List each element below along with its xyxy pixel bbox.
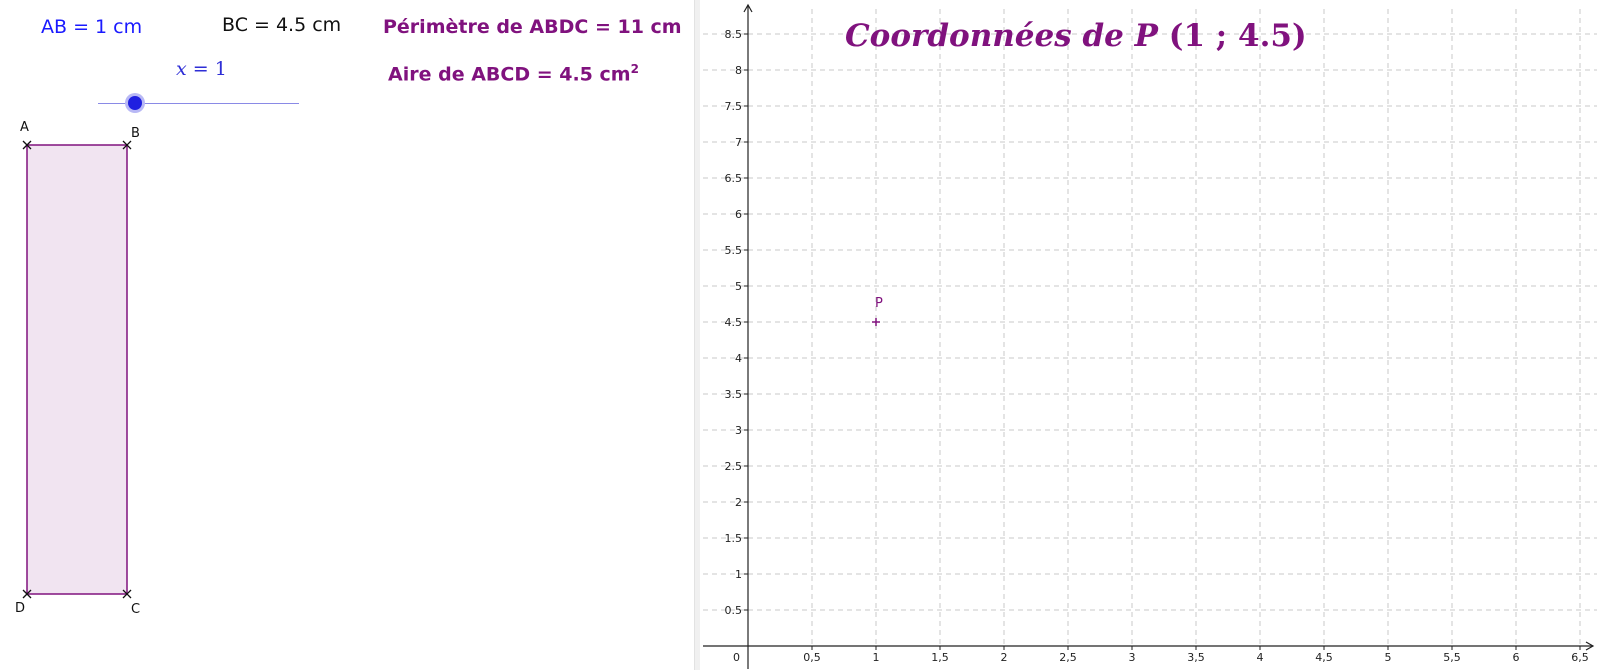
vertex-c-mark[interactable]: [122, 589, 132, 599]
vertex-d-mark[interactable]: [22, 589, 32, 599]
view-divider[interactable]: [694, 0, 701, 670]
vertex-d-label: D: [15, 601, 26, 616]
x-axis-tick-label: 4: [1257, 651, 1264, 664]
x-slider-track[interactable]: [98, 103, 299, 104]
coordinates-title-values: (1 ; 4.5): [1168, 18, 1307, 54]
coordinates-title-text: Coordonnées de P: [845, 18, 1169, 54]
algebra-graphics-view-left: AB = 1 cm BC = 4.5 cm x = 1 Périmètre de…: [0, 0, 694, 670]
x-axis-arrow-icon: [1585, 641, 1595, 651]
y-axis-tick-label: 8.5: [725, 28, 743, 41]
coordinates-title: Coordonnées de P (1 ; 4.5): [845, 18, 1307, 54]
perimeter-text: Périmètre de ABDC = 11 cm: [383, 16, 682, 38]
y-axis-tick-label: 8: [735, 64, 742, 77]
y-axis-tick-label: 2: [735, 496, 742, 509]
area-text: Aire de ABCD = 4.5 cm2: [388, 62, 639, 85]
x-axis-tick-label: 4,5: [1315, 651, 1333, 664]
x-axis-tick-label: 1: [873, 651, 880, 664]
x-axis-tick-label: 3,5: [1187, 651, 1205, 664]
vertex-a-label: A: [20, 120, 29, 135]
y-axis-tick-label: 5.5: [725, 244, 743, 257]
rectangle-drawing: [22, 140, 132, 599]
x-axis-tick-label: 6,5: [1571, 651, 1589, 664]
x-slider-handle[interactable]: [128, 96, 142, 110]
vertex-b-label: B: [131, 126, 140, 141]
x-axis-tick-label: 5: [1385, 651, 1392, 664]
area-exponent: 2: [630, 62, 639, 76]
y-axis-tick-label: 4: [735, 352, 742, 365]
rectangle-abcd[interactable]: [26, 144, 128, 595]
slider-var-label: x =: [176, 58, 215, 80]
bc-length-text: BC = 4.5 cm: [222, 14, 342, 36]
y-axis-tick-label: 1.5: [725, 532, 743, 545]
vertex-b-mark[interactable]: [122, 140, 132, 150]
y-axis-tick-label: 3: [735, 424, 742, 437]
origin-label: 0: [733, 651, 740, 664]
y-axis-tick-label: 5: [735, 280, 742, 293]
slider-value: 1: [214, 58, 227, 80]
x-axis-tick-label: 2: [1001, 651, 1008, 664]
x-axis-tick-label: 3: [1129, 651, 1136, 664]
x-axis-tick-label: 1,5: [931, 651, 949, 664]
y-axis-tick-label: 0.5: [725, 604, 743, 617]
point-p-label: P: [875, 296, 883, 311]
y-axis-tick-label: 7: [735, 136, 742, 149]
y-axis-tick-label: 1: [735, 568, 742, 581]
y-axis-tick-label: 4.5: [725, 316, 743, 329]
x-axis-tick-label: 0,5: [803, 651, 821, 664]
y-axis-tick-label: 3.5: [725, 388, 743, 401]
x-axis-tick-label: 6: [1513, 651, 1520, 664]
ab-length-text: AB = 1 cm: [41, 16, 143, 38]
y-axis-tick-label: 6.5: [725, 172, 743, 185]
vertex-marks: [22, 140, 132, 599]
y-axis-tick-label: 7.5: [725, 100, 743, 113]
x-axis-tick-label: 2,5: [1059, 651, 1077, 664]
x-axis-tick-label: 5,5: [1443, 651, 1461, 664]
y-axis-tick-label: 2.5: [725, 460, 743, 473]
y-axis-arrow-icon: [743, 3, 753, 13]
slider-value-label: x = 1: [176, 58, 227, 80]
vertex-c-label: C: [131, 602, 141, 617]
y-axis-tick-label: 6: [735, 208, 742, 221]
area-text-main: Aire de ABCD = 4.5 cm: [388, 63, 631, 86]
graphics-view-right: [700, 0, 1600, 670]
vertex-a-mark[interactable]: [22, 140, 32, 150]
